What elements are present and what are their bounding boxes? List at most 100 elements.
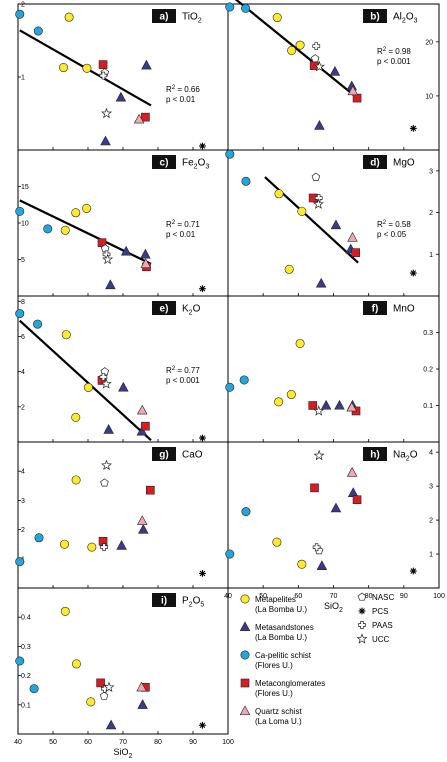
- r-squared-sup: 2: [172, 366, 176, 372]
- legend-label: Ca-pelitic schist: [255, 651, 312, 660]
- ucc-marker: [313, 449, 325, 461]
- pcs-marker: [199, 434, 206, 442]
- y-tick-label: 3: [429, 484, 433, 491]
- oxide-label-part: TiO: [182, 12, 198, 23]
- y-tick-label: 0.4: [21, 615, 31, 622]
- yel-marker: [71, 659, 81, 669]
- legend: Metapelites(La Bomba U.)Metasandstones(L…: [239, 592, 394, 726]
- x-axis-title-sub: 2: [339, 607, 343, 614]
- blue-marker: [15, 656, 25, 666]
- r-squared-eq: =: [175, 85, 184, 94]
- r-squared-prefix: R: [166, 220, 172, 229]
- oxide-label-part: 3: [205, 164, 209, 171]
- blue-marker: [241, 3, 251, 13]
- red-marker: [96, 678, 105, 688]
- y-tick-label: 15: [21, 184, 29, 191]
- tri-marker: [320, 399, 332, 410]
- oxide-label: MgO: [393, 158, 415, 169]
- ucc-marker: [313, 60, 325, 72]
- tri-marker: [100, 135, 111, 146]
- pink-marker: [347, 85, 359, 96]
- red-marker: [141, 112, 150, 122]
- legend-label: UCC: [372, 635, 390, 644]
- panel-badge: [152, 447, 176, 461]
- oxide-label: TiO2: [182, 12, 202, 25]
- pcs-stroke: [199, 285, 206, 292]
- panel-badge: [363, 155, 387, 169]
- blue-marker: [34, 533, 44, 543]
- y-tick-label: 0.3: [423, 330, 433, 337]
- oxide-label-part: MnO: [393, 304, 415, 315]
- r-squared-label: R2 = 0.98: [377, 47, 411, 56]
- pcs-stroke: [410, 270, 417, 276]
- pink-marker: [346, 466, 358, 477]
- red-marker: [352, 495, 362, 505]
- yel-marker: [274, 189, 284, 199]
- x-tick-label: 100: [222, 739, 234, 746]
- oxide-label-part: 2: [402, 18, 406, 25]
- y-tick-label: 0.2: [423, 367, 433, 374]
- y-tick-label: 4: [429, 450, 433, 457]
- legend-label: PCS: [372, 607, 388, 616]
- yel-marker: [272, 13, 282, 23]
- blue-marker: [29, 684, 39, 694]
- ucc-marker: [100, 378, 112, 389]
- oxide-label: K2O: [182, 304, 201, 317]
- red-marker: [98, 60, 108, 69]
- panel-badge: [152, 593, 176, 607]
- r-squared-sup: 2: [383, 220, 387, 226]
- pcs-marker: [199, 721, 206, 729]
- pcs-stroke: [359, 608, 365, 614]
- yel-marker: [297, 206, 307, 216]
- blue-marker: [225, 149, 235, 159]
- panel-badge: [363, 301, 387, 315]
- tri-marker: [330, 502, 342, 513]
- yel-marker: [284, 264, 294, 274]
- y-tick-label: 5: [21, 257, 25, 264]
- red-marker: [146, 485, 155, 495]
- panel-badge-label: b): [370, 12, 379, 23]
- r-squared-sup: 2: [172, 220, 176, 226]
- y-tick-label: 20: [425, 39, 433, 46]
- yel-marker: [86, 697, 96, 707]
- r-squared-value: 0.98: [395, 47, 411, 56]
- oxide-label-part: Al: [393, 12, 402, 23]
- pink-marker: [136, 404, 148, 415]
- legend-label-unit: (La Bomba U.): [255, 605, 307, 614]
- nasc-marker: [310, 54, 320, 63]
- yel-marker: [60, 225, 70, 235]
- legend-item-nasc: NASC: [357, 592, 394, 602]
- tri-marker: [334, 399, 345, 410]
- pcs-stroke: [199, 143, 206, 149]
- oxide-label-part: 2: [189, 602, 193, 609]
- pcs-marker: [199, 285, 206, 293]
- nasc-marker: [100, 478, 109, 487]
- tri-marker: [141, 59, 152, 70]
- red-marker: [308, 401, 318, 410]
- panel-badge-label: g): [159, 450, 168, 461]
- yel-marker: [71, 412, 81, 422]
- blue-marker: [225, 382, 235, 392]
- p-value-label: p < 0.001: [166, 376, 200, 385]
- oxide-label-part: 3: [414, 18, 418, 25]
- x-axis-title-main: SiO: [114, 747, 129, 757]
- y-tick-label: 3: [21, 498, 25, 505]
- y-tick-label: 0.1: [21, 702, 31, 709]
- oxide-label-part: 5: [200, 602, 204, 609]
- panel-g: 1234g)CaO: [15, 441, 229, 589]
- paas-marker: [99, 373, 108, 381]
- blue-marker: [15, 557, 25, 567]
- yel-marker: [240, 594, 250, 604]
- r-squared-eq: =: [175, 366, 184, 375]
- r-squared-value: 0.66: [184, 85, 200, 94]
- pcs-stroke: [410, 568, 417, 574]
- r-squared-label: R2 = 0.77: [166, 366, 200, 375]
- y-tick-label: 0.3: [21, 644, 31, 651]
- blue-marker: [15, 206, 25, 216]
- nasc-marker: [99, 691, 109, 700]
- y-tick-label: 1: [21, 75, 25, 82]
- yel-marker: [274, 397, 284, 407]
- y-tick-label: 2: [21, 2, 25, 9]
